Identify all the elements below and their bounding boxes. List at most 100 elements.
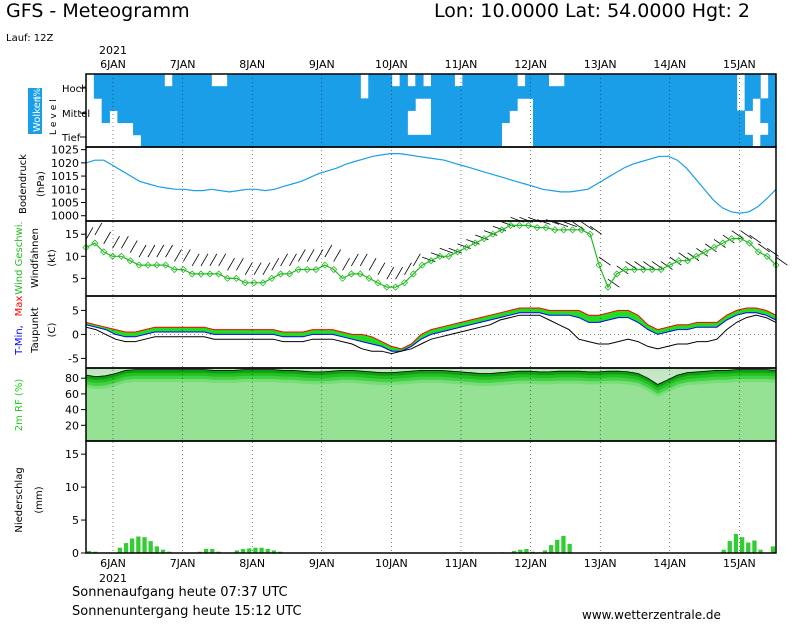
cloud-cell [282, 74, 291, 87]
wind-barb [333, 249, 342, 262]
wind-barb [386, 266, 395, 280]
wind-barb [103, 231, 112, 245]
wind-barb [253, 262, 262, 275]
wind-speed-marker [100, 248, 108, 256]
cloud-cell [305, 134, 314, 148]
wind-speed-marker [666, 261, 674, 269]
cloud-cell [109, 98, 118, 111]
cloud-cell [133, 122, 142, 136]
cloud-cell [93, 74, 103, 87]
cloud-cell [579, 134, 589, 148]
wind-axis-label: Wind Geschwi. [14, 221, 25, 294]
cloud-cell [634, 86, 644, 99]
cloud-cell [540, 110, 550, 124]
dewpoint-label: Taupunkt [30, 307, 41, 354]
wind-speed-marker [277, 270, 285, 278]
cloud-cell [266, 134, 275, 148]
wind-speed-marker [91, 239, 99, 247]
cloud-cell [728, 122, 738, 136]
rf-axis-tick-label: 20 [65, 419, 79, 432]
cloud-cell [336, 134, 346, 148]
cloud-cell [250, 86, 259, 99]
cloud-cell [156, 134, 165, 148]
day-label-top: 10JAN [375, 58, 408, 71]
cloud-cell [525, 86, 534, 99]
cloud-cell [752, 74, 761, 87]
cloud-cell [689, 98, 698, 111]
cloud-cell [587, 122, 597, 136]
wind-speed-marker [400, 279, 409, 287]
cloud-cell [227, 74, 236, 87]
cloud-cell [658, 74, 667, 87]
cloud-cell [289, 122, 299, 136]
cloud-cell [164, 122, 173, 136]
cloud-cell [736, 110, 746, 124]
wind-barb [271, 258, 280, 271]
cloud-cell [383, 86, 393, 99]
precip-bar [142, 537, 147, 553]
cloud-cell [250, 134, 259, 148]
rf-axis-tick-label: 80 [65, 372, 79, 385]
cloud-cell [619, 86, 628, 99]
temp-axis-tick-label: -5 [68, 352, 79, 365]
wind-barb [200, 253, 209, 267]
cloud-cell [619, 98, 628, 111]
cloud-cell [540, 134, 550, 148]
cloud-cell [713, 74, 722, 87]
cloud-cell [462, 110, 471, 124]
wind-speed-marker [206, 270, 214, 278]
cloud-cell [595, 134, 604, 148]
cloud-cell [383, 98, 393, 111]
wind-speed-marker [188, 270, 196, 278]
cloud-cell [728, 110, 738, 124]
cloud-cell [595, 74, 604, 87]
cloud-cell [431, 134, 440, 148]
cloud-cell [603, 122, 612, 136]
wind-speed-marker [294, 265, 302, 274]
cloud-cell [203, 122, 212, 136]
cloud-cell [368, 134, 377, 148]
wind-speed-marker [223, 274, 232, 282]
cloud-cell [658, 110, 667, 124]
cloud-cell [195, 110, 205, 124]
cloud-cell [368, 122, 377, 136]
cloud-cell [140, 74, 150, 87]
cloud-cell [352, 98, 361, 111]
cloud-cell [101, 86, 110, 99]
wind-barb [590, 225, 602, 235]
cloud-cell [509, 98, 518, 111]
wind-speed-marker [524, 221, 532, 229]
pressure-axis-label: Bodendruck [18, 154, 29, 214]
wind-barb [297, 249, 306, 262]
cloud-cell [611, 74, 620, 87]
cloud-cell [187, 86, 197, 99]
wind-barb [740, 230, 753, 240]
cloud-cell [423, 134, 432, 148]
cloud-cell [140, 110, 150, 124]
cloud-cell [697, 110, 706, 124]
cloud-cell [156, 98, 165, 111]
wind-barb [678, 252, 691, 262]
cloud-cell [297, 74, 306, 87]
wind-speed-marker [728, 235, 736, 243]
cloud-cell [117, 98, 126, 111]
cloud-cell [485, 86, 495, 99]
wind-barb [112, 235, 120, 249]
cloud-cell [250, 110, 259, 124]
wind-speed-line [85, 224, 777, 289]
cloud-cell [462, 134, 471, 148]
cloud-cell [587, 98, 597, 111]
precip-bar [727, 541, 732, 553]
cloud-cell [454, 110, 463, 124]
cloud-cell [556, 86, 565, 99]
wind-speed-marker [162, 261, 170, 269]
cloud-cell [627, 122, 636, 136]
wind-speed-marker [763, 252, 771, 260]
cloud-cell [187, 122, 197, 136]
cloud-cell [627, 98, 636, 111]
wind-speed-marker [418, 261, 426, 269]
cloud-cell [242, 98, 252, 111]
cloud-cell [689, 86, 698, 99]
cloud-cell [133, 98, 142, 111]
cloud-cell [674, 110, 683, 124]
